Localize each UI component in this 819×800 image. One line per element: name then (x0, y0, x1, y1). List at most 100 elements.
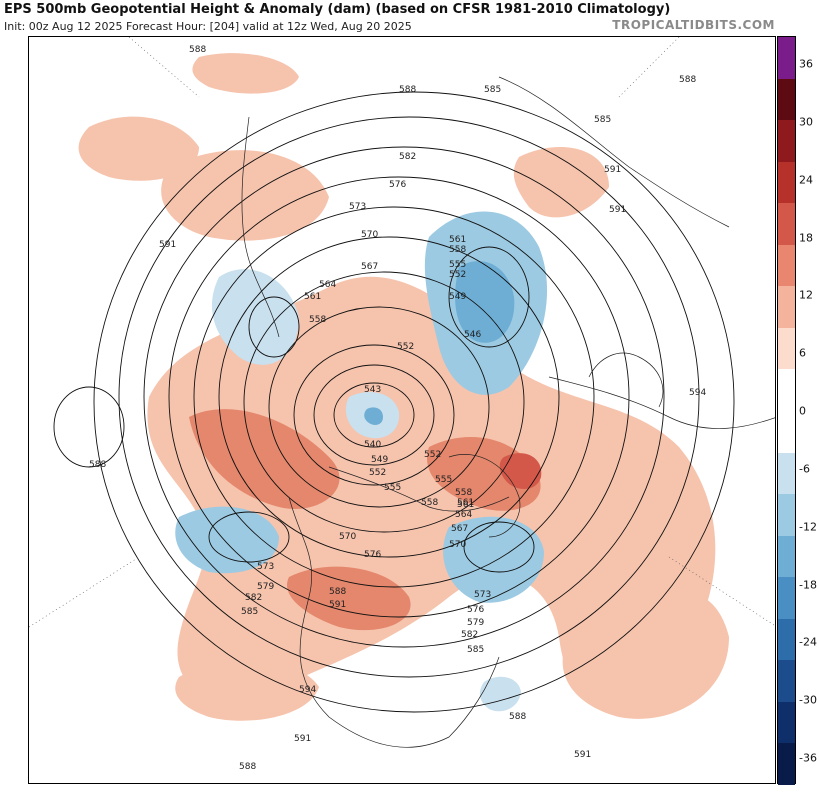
colorbar-tick-label: 12 (799, 288, 813, 302)
height-contour (118, 116, 700, 678)
contour-label: 582 (245, 593, 262, 603)
colorbar-tick-label: 30 (799, 115, 813, 129)
positive-anomaly-region (192, 53, 299, 94)
colorbar-tick-label: 6 (799, 346, 806, 360)
source-brand: TROPICALTIDBITS.COM (612, 18, 775, 32)
height-contour (248, 296, 300, 358)
contour-label: 561 (449, 235, 466, 245)
colorbar-segment (778, 369, 795, 412)
contour-label: 588 (189, 45, 206, 55)
contour-label: 552 (424, 450, 441, 460)
contour-label: 570 (361, 230, 378, 240)
height-contour (463, 521, 535, 573)
height-contour (268, 306, 490, 508)
contour-label: 588 (329, 587, 346, 597)
contour-label: 552 (449, 270, 466, 280)
map-panel: 588 591 585 588 585 591 588 591 582 576 573 570 567 5… (28, 36, 776, 784)
contour-label: 555 (384, 483, 401, 493)
contour-labels: 588 591 585 588 585 591 588 591 582 576 573 570 567 5… (89, 45, 706, 772)
contour-label: 585 (594, 115, 611, 125)
contour-label: 576 (389, 180, 406, 190)
colorbar-tick-label: 0 (799, 404, 806, 418)
colorbar-segment (778, 161, 795, 204)
colorbar-segment (778, 203, 795, 246)
contour-label: 543 (364, 385, 381, 395)
colorbar-segment (778, 494, 795, 537)
contour-label: 561 (304, 292, 321, 302)
colorbar-segment (778, 701, 795, 744)
coastline (498, 76, 730, 228)
colorbar-segment (778, 577, 795, 620)
contour-label: 558 (309, 315, 326, 325)
height-contour (293, 344, 455, 486)
negative-anomaly-core (455, 261, 515, 343)
positive-anomaly-core (499, 453, 542, 489)
colorbar-segment (778, 452, 795, 495)
graticule-line (618, 37, 680, 98)
height-contour (313, 364, 435, 466)
height-contour (53, 386, 125, 468)
contour-label: 549 (371, 455, 388, 465)
contour-label: 588 (509, 712, 526, 722)
coastline (241, 116, 280, 338)
contour-label: 594 (299, 685, 316, 695)
positive-anomaly-region (147, 276, 716, 708)
graticule (29, 37, 775, 628)
contour-label: 555 (449, 260, 466, 270)
chart-subtitle: Init: 00z Aug 12 2025 Forecast Hour: [20… (4, 20, 412, 33)
contour-label: 570 (339, 532, 356, 542)
coastline (288, 496, 500, 748)
height-contour (448, 246, 530, 348)
positive-anomaly-region (562, 590, 729, 719)
contour-label: 582 (461, 630, 478, 640)
contour-label: 582 (399, 152, 416, 162)
contour-label: 588 (89, 460, 106, 470)
negative-anomaly-region (479, 676, 521, 712)
height-contour (243, 271, 525, 533)
contour-label: 588 (239, 762, 256, 772)
colorbar-segment (778, 120, 795, 163)
colorbar-segment (778, 78, 795, 121)
contour-label: 567 (361, 262, 378, 272)
height-contour (143, 146, 665, 648)
contour-label: 567 (451, 524, 468, 534)
colorbar-tick-label: -12 (799, 520, 817, 534)
positive-anomaly-region (175, 658, 319, 721)
positive-anomaly-region (513, 147, 609, 218)
colorbar-segment (778, 743, 795, 786)
contour-label: 591 (604, 165, 621, 175)
coastline (548, 376, 775, 429)
contour-label: 576 (364, 550, 381, 560)
height-contour (193, 206, 595, 588)
graticule-line (668, 556, 775, 627)
colorbar-tick-label: -30 (799, 693, 817, 707)
contour-label: 591 (159, 240, 176, 250)
contour-label: 591 (574, 750, 591, 760)
contour-label: 558 (449, 245, 466, 255)
contour-label: 564 (455, 510, 472, 520)
height-contour (208, 511, 290, 563)
contour-label: 576 (467, 605, 484, 615)
colorbar-segment (778, 535, 795, 578)
colorbar-tick-label: 24 (799, 173, 813, 187)
height-contours (53, 91, 735, 713)
colorbar-tick-label: -18 (799, 578, 817, 591)
coastline (448, 454, 521, 538)
negative-anomaly-region (211, 269, 299, 365)
contour-label: 540 (364, 440, 381, 450)
colorbar-segment (778, 660, 795, 703)
colorbar-segment (778, 618, 795, 661)
contour-label: 591 (329, 600, 346, 610)
contour-label: 549 (449, 292, 466, 302)
contour-label: 570 (449, 540, 466, 550)
colorbar-segment (778, 327, 795, 370)
contour-label: 573 (474, 590, 491, 600)
colorbar-tick-label: -6 (799, 462, 810, 476)
graticule-line (128, 37, 200, 98)
colorbar (777, 36, 796, 786)
contour-label: 579 (257, 582, 274, 592)
coastline (328, 466, 510, 512)
contour-label: 552 (369, 468, 386, 478)
contour-label: 591 (609, 205, 626, 215)
contour-label: 585 (467, 645, 484, 655)
